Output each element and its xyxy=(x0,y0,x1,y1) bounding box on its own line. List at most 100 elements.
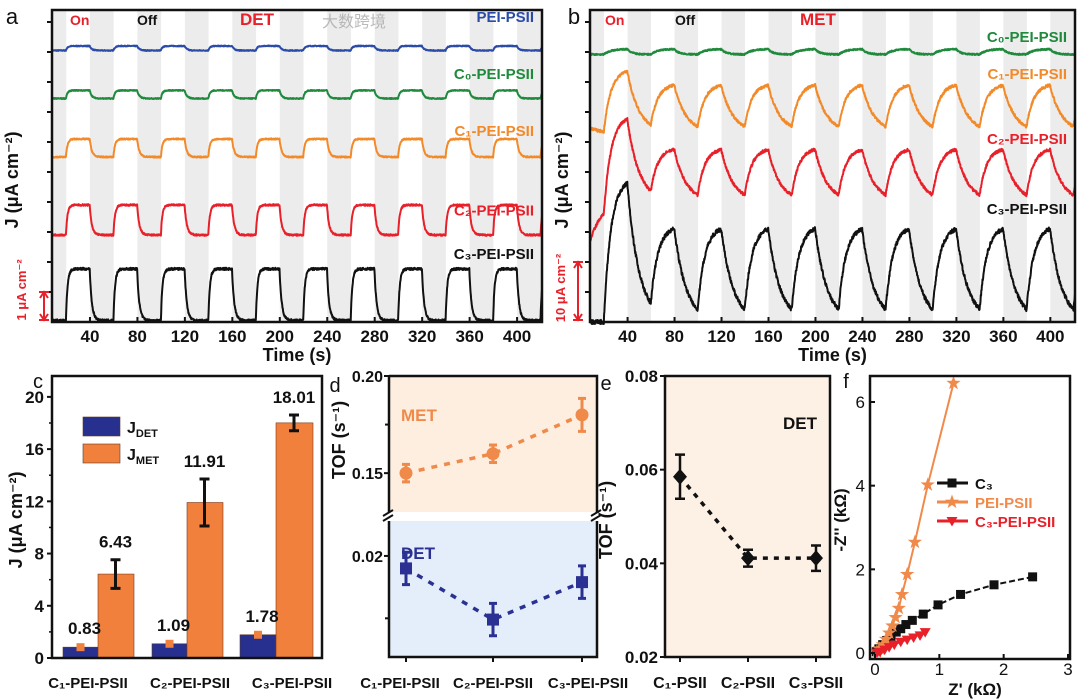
x-tick-label: C₁-PEI-PSII xyxy=(48,675,128,692)
panel-e: C₁-PSII C₂-PSII C₃-PSII 0.08 0.06 0.04 0.02 DET… xyxy=(596,367,843,692)
x-tick-label: C₃-PEI-PSII xyxy=(548,675,628,692)
y-tick-label: 6 xyxy=(856,393,865,412)
x-tick-label: C₃-PSII xyxy=(789,675,844,692)
panel-label: e xyxy=(600,373,611,395)
watermark: 大数跨境 xyxy=(322,12,386,31)
x-tick-label: 200 xyxy=(801,327,829,346)
panel-label: b xyxy=(568,4,580,29)
data-point xyxy=(400,562,412,575)
data-label: 0.83 xyxy=(68,619,101,638)
triangle-down-marker xyxy=(919,628,931,638)
light-off-band xyxy=(862,10,886,322)
error-bar xyxy=(289,413,299,433)
light-off-band xyxy=(721,10,746,322)
square-marker xyxy=(1028,572,1038,582)
x-tick-label: C₁-PEI-PSII xyxy=(360,675,440,692)
scale-bar-label: 10 μA cm⁻² xyxy=(553,253,568,322)
y-tick-label: 2 xyxy=(856,560,865,579)
star-marker xyxy=(891,600,906,615)
triangle-down-marker xyxy=(908,633,920,644)
x-tick-label: 120 xyxy=(707,327,735,346)
panel-label: c xyxy=(33,371,43,393)
legend-sub: MET xyxy=(136,455,160,467)
plot-frame xyxy=(663,374,832,659)
x-tick-label: 1 xyxy=(935,660,944,679)
on-label: On xyxy=(605,12,624,28)
x-tick-label: 160 xyxy=(218,327,246,346)
series-label: C₃-PEI-PSII xyxy=(987,201,1067,218)
y-tick-label: 4 xyxy=(35,597,45,616)
data-point xyxy=(486,447,500,461)
data-label: 11.91 xyxy=(184,452,226,471)
on-label: On xyxy=(70,12,89,28)
upper-label: MET xyxy=(401,406,438,425)
x-tick-label: 200 xyxy=(266,327,294,346)
series-label: C₁-PEI-PSII xyxy=(987,66,1067,83)
off-label: Off xyxy=(137,12,158,28)
x-tick-label: 280 xyxy=(895,327,923,346)
trace-1 xyxy=(51,88,543,100)
data-point-diamond xyxy=(741,550,755,567)
x-axis-label: Z' (kΩ) xyxy=(948,680,1002,699)
data-label: 1.78 xyxy=(245,607,278,626)
star-marker xyxy=(946,375,961,390)
triangle-down-marker xyxy=(888,640,900,651)
panel-b: C₀-PEI-PSII C₁-PEI-PSII C₂-PEI-PSII C₃-PEI-… xyxy=(552,4,1077,365)
y-axis-label: TOF (s⁻¹) xyxy=(596,481,616,559)
x-tick-label: 120 xyxy=(171,327,199,346)
x-tick-label: C₂-PEI-PSII xyxy=(150,675,230,692)
y-tick-label: 8 xyxy=(35,545,44,564)
y-tick-label: 0.20 xyxy=(352,369,383,386)
trace-0 xyxy=(51,44,543,52)
light-off-band xyxy=(674,10,699,322)
square-marker xyxy=(947,478,957,488)
light-off-band xyxy=(815,10,839,322)
panel-f: C₃ PEI-PSII C₃-PEI-PSII 0 1 2 3 0 2 4 6 Z' (kΩ) -Z''… xyxy=(831,371,1073,699)
square-marker xyxy=(918,609,928,619)
x-tick-label: C₃-PEI-PSII xyxy=(252,675,332,692)
error-bar xyxy=(199,477,210,528)
light-off-band xyxy=(232,10,257,322)
triangle-down-marker xyxy=(895,637,907,648)
x-axis-label: Time (s) xyxy=(798,345,867,365)
series-label: C₂-PEI-PSII xyxy=(454,203,534,220)
square-marker xyxy=(989,580,999,590)
x-tick-label: 240 xyxy=(848,327,876,346)
error-bar xyxy=(110,558,121,590)
x-tick-label: 40 xyxy=(618,327,637,346)
light-off-band xyxy=(374,10,399,322)
legend-label: PEI-PSII xyxy=(975,495,1033,512)
light-off-band xyxy=(279,10,304,322)
x-tick-label: C₁-PSII xyxy=(653,675,707,692)
y-axis-label: TOF (s⁻¹) xyxy=(329,401,349,479)
y-axis-label: J (μA cm⁻²) xyxy=(2,132,22,229)
x-tick-label: 360 xyxy=(455,327,483,346)
light-off-band xyxy=(590,10,605,322)
legend-main: J xyxy=(127,420,136,437)
light-off-band xyxy=(1050,10,1074,322)
det-value-marker xyxy=(165,639,174,648)
y-tick-label: 0 xyxy=(856,644,865,663)
star-marker xyxy=(885,618,900,632)
det-value-marker xyxy=(254,630,262,639)
light-off-band xyxy=(137,10,162,322)
light-off-band xyxy=(1003,10,1027,322)
panel-d: 0.20 0.15 MET 0.02 DET C₁-PEI-PSII C₂-PEI-PSII… xyxy=(329,369,628,692)
y-tick-label: 0.04 xyxy=(625,554,659,573)
square-marker xyxy=(956,589,966,599)
y-tick-label: 0.15 xyxy=(352,466,383,483)
panel-a: PEI-PSII C₀-PEI-PSII C₁-PEI-PSII C₂-PEI-PSI… xyxy=(2,4,544,365)
triangle-down-marker xyxy=(914,631,926,641)
legend-label: C₃ xyxy=(975,476,993,493)
y-axis-label: J (μA cm⁻²) xyxy=(552,132,572,229)
trace-1 xyxy=(589,69,1076,134)
legend-label: C₃-PEI-PSII xyxy=(975,514,1055,531)
light-off-band xyxy=(768,10,792,322)
lower-label: DET xyxy=(401,544,436,563)
y-axis-label: J (μA cm⁻²) xyxy=(6,472,26,569)
x-tick-label: 240 xyxy=(313,327,341,346)
light-off-band xyxy=(469,10,494,322)
y-tick-label: 12 xyxy=(25,492,44,511)
panel-label: d xyxy=(329,375,340,397)
y-tick-label: 0.08 xyxy=(625,367,658,386)
